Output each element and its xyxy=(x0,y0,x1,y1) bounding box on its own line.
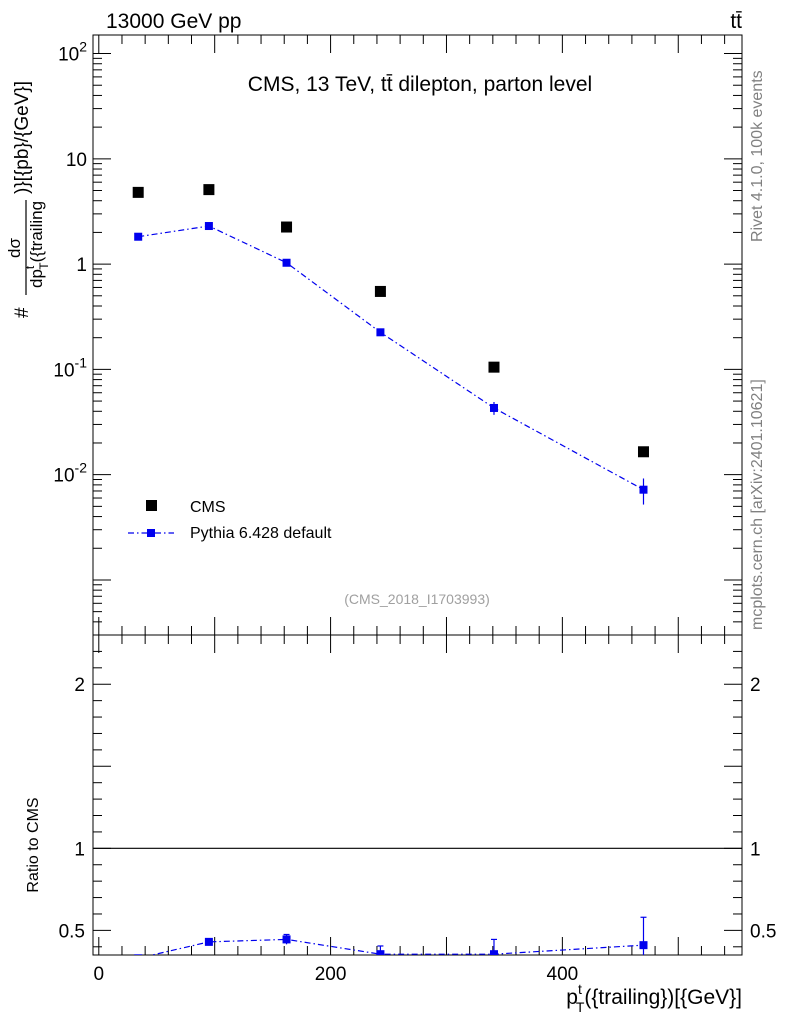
main-y-tick-label: 102 xyxy=(58,39,87,66)
main-y-axis-label: # dσ dptT({trailing )}[{pb}/{GeV}] xyxy=(5,81,51,318)
pythia-ratio-point xyxy=(376,950,385,955)
pythia-point xyxy=(376,328,385,337)
main-plot-frame xyxy=(92,34,743,636)
x-ticks: 0 200 400 xyxy=(94,35,726,985)
chart-title: CMS, 13 TeV, tt̄ dilepton, parton level xyxy=(248,73,592,96)
pythia-ratio-point xyxy=(134,954,143,955)
pythia-point xyxy=(134,232,143,241)
legend: CMS Pythia 6.428 default xyxy=(128,499,332,542)
pythia-point xyxy=(204,222,213,231)
x-tick-label: 400 xyxy=(547,964,579,985)
legend-cms-label: CMS xyxy=(190,499,226,516)
analysis-id: (CMS_2018_I1703993) xyxy=(344,591,490,607)
x-tick-label: 0 xyxy=(94,964,105,985)
svg-text:dσ: dσ xyxy=(5,238,24,258)
header-process: 13000 GeV pp xyxy=(106,10,241,33)
pythia-point xyxy=(639,485,648,494)
pythia-ratio-point xyxy=(204,937,213,946)
cms-point xyxy=(488,361,500,373)
svg-text:)}[{pb}/{GeV}]: )}[{pb}/{GeV}] xyxy=(12,81,33,194)
legend-pythia-marker xyxy=(147,529,155,537)
header-tt-label: tt̄ xyxy=(730,10,742,33)
main-y-tick-label: 10 xyxy=(66,150,87,171)
cms-point xyxy=(203,184,215,196)
pythia-series-main xyxy=(134,222,648,505)
ratio-y-tick-label: 0.5 xyxy=(750,921,776,942)
cms-point xyxy=(637,446,649,458)
main-y-tick-label: 10-2 xyxy=(53,460,87,487)
main-y-ticks: 102 10 1 10-1 10-2 xyxy=(53,39,742,636)
svg-text:#: # xyxy=(12,307,33,318)
cms-point xyxy=(281,221,293,233)
svg-text:dptT({trailing: dptT({trailing xyxy=(23,201,51,288)
pythia-point xyxy=(282,258,291,267)
pythia-ratio-point xyxy=(282,935,291,944)
ratio-y-ticks: 0.5 0.5 1 1 2 2 xyxy=(59,634,776,948)
pythia-line xyxy=(138,225,644,491)
cms-point xyxy=(132,186,144,198)
legend-pythia-label: Pythia 6.428 default xyxy=(190,525,332,542)
pythia-series-ratio xyxy=(134,916,648,955)
mcplots-label: mcplots.cern.ch [arXiv:2401.10621] xyxy=(749,379,766,630)
pythia-ratio-point xyxy=(639,941,648,950)
cms-series xyxy=(132,184,649,458)
x-tick-label: 200 xyxy=(315,964,347,985)
pythia-point xyxy=(489,403,498,412)
main-y-tick-label: 1 xyxy=(76,255,87,276)
pythia-ratio-point xyxy=(489,950,498,955)
ratio-y-tick-label: 0.5 xyxy=(59,921,85,942)
legend-cms-marker xyxy=(146,500,157,511)
ratio-y-tick-label: 1 xyxy=(750,839,761,860)
ratio-y-tick-label: 1 xyxy=(74,839,85,860)
rivet-label: Rivet 4.1.0, 100k events xyxy=(749,70,766,242)
main-y-tick-label: 10-1 xyxy=(53,354,87,381)
ratio-y-axis-label: Ratio to CMS xyxy=(25,797,42,892)
cms-point xyxy=(374,285,386,297)
ratio-y-tick-label: 2 xyxy=(750,675,761,696)
ratio-plot-frame xyxy=(92,634,743,956)
ratio-clipped-group xyxy=(134,916,648,955)
x-axis-label: pt T({trailing})[{GeV}] xyxy=(566,981,742,1015)
ratio-y-tick-label: 2 xyxy=(74,675,85,696)
